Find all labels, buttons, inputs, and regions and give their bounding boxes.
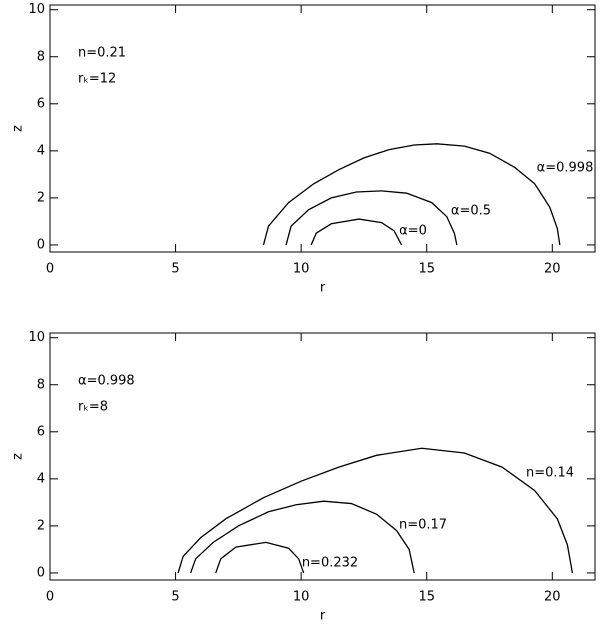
x-tick-label: 10	[293, 590, 310, 605]
x-tick-label: 15	[418, 590, 435, 605]
x-tick-label: 20	[544, 262, 561, 277]
y-tick-label: 0	[37, 565, 45, 580]
curve-label: n=0.17	[399, 518, 447, 533]
y-tick-label: 10	[28, 2, 45, 17]
curve-label: α=0	[399, 224, 427, 239]
y-tick-label: 8	[37, 377, 45, 392]
y-tick-label: 4	[37, 143, 45, 158]
y-tick-label: 10	[28, 330, 45, 345]
y-tick-label: 0	[37, 237, 45, 252]
y-axis-label: z	[11, 125, 26, 132]
curve-label: n=0.14	[526, 466, 574, 481]
y-axis-label: z	[11, 453, 26, 460]
x-tick-label: 5	[171, 590, 179, 605]
curve	[310, 218, 403, 246]
curve	[285, 190, 458, 246]
y-tick-label: 6	[37, 96, 45, 111]
curve-label: α=0.5	[451, 204, 491, 219]
y-tick-label: 2	[37, 518, 45, 533]
curve	[262, 143, 561, 246]
x-tick-label: 0	[46, 590, 54, 605]
curve	[215, 541, 305, 574]
y-tick-label: 8	[37, 49, 45, 64]
y-tick-label: 4	[37, 471, 45, 486]
annotation: rₖ=12	[78, 72, 116, 87]
curve	[190, 500, 415, 574]
curve-label: α=0.998	[537, 161, 594, 176]
x-axis-label: r	[320, 281, 326, 296]
plot-frame	[49, 332, 596, 581]
plot-frame	[49, 4, 596, 253]
x-tick-label: 5	[171, 262, 179, 277]
x-tick-label: 15	[418, 262, 435, 277]
x-axis-label: r	[320, 609, 326, 624]
x-tick-label: 20	[544, 590, 561, 605]
annotation: rₖ=8	[78, 400, 108, 415]
annotation: n=0.21	[78, 46, 126, 61]
x-tick-label: 10	[293, 262, 310, 277]
y-tick-label: 6	[37, 424, 45, 439]
curve-label: n=0.232	[302, 556, 358, 571]
y-tick-label: 2	[37, 190, 45, 205]
x-tick-label: 0	[46, 262, 54, 277]
annotation: α=0.998	[78, 374, 135, 389]
curve	[177, 447, 574, 574]
